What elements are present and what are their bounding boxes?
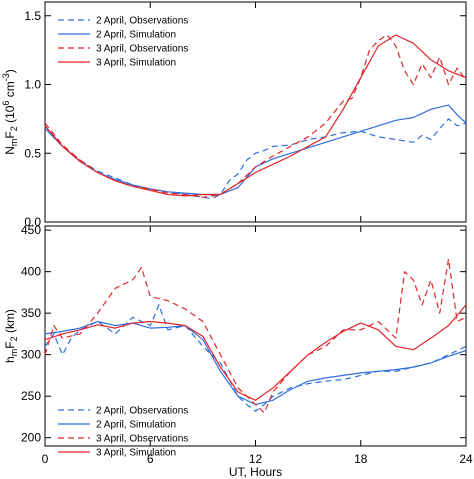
y-tick-label: 0.5 [24, 146, 41, 160]
y-axis-label: hmF2 (km) [3, 309, 19, 363]
y-tick-label: 1.0 [24, 78, 41, 92]
series-line-3 [44, 258, 467, 414]
series-line-4 [44, 304, 467, 401]
legend-entry-label: 3 April, Simulation [96, 58, 176, 69]
hmf2-panel: 200 250 300 350 400 450 hmF2 (km) 2 April, Obse… [3, 223, 467, 459]
x-tick-label: 6 [147, 452, 154, 466]
x-tick-label: 0 [42, 452, 49, 466]
y-tick-label: 1.5 [24, 9, 41, 23]
legend-entry-label: 3 April, Observations [96, 434, 188, 445]
series-line-2 [44, 320, 467, 406]
series-line-2 [44, 104, 467, 196]
x-tick-label: 24 [459, 452, 473, 466]
x-tick-label: 12 [249, 452, 263, 466]
legend-entry-label: 2 April, Observations [96, 16, 188, 27]
legend-entry-label: 3 April, Simulation [96, 448, 176, 459]
y-tick-label: 400 [21, 265, 41, 279]
legend-entry-label: 3 April, Observations [96, 44, 188, 55]
y-tick-label: 350 [21, 306, 41, 320]
y-tick-label: 0.0 [24, 215, 41, 229]
y-axis-label: NmF2 (106 cm-3) [1, 69, 19, 155]
x-axis-label: UT, Hours [229, 465, 282, 479]
legend-entry-label: 2 April, Simulation [96, 30, 176, 41]
y-tick-label: 250 [21, 389, 41, 403]
x-axis: 0 6 12 18 24 UT, Hours [42, 452, 473, 479]
y-tick-label: 450 [21, 223, 41, 237]
legend-entry-label: 2 April, Observations [96, 406, 188, 417]
series-line-1 [44, 118, 467, 200]
nmf2-panel: 0.0 0.5 1.0 1.5 NmF2 (106 cm-3) 2 April, Obse… [1, 1, 467, 229]
series-line-4 [44, 34, 467, 197]
y-tick-label: 300 [21, 348, 41, 362]
x-tick-label: 18 [354, 452, 368, 466]
y-tick-label: 200 [21, 431, 41, 445]
series-line-1 [44, 304, 467, 412]
legend-entry-label: 2 April, Simulation [96, 420, 176, 431]
